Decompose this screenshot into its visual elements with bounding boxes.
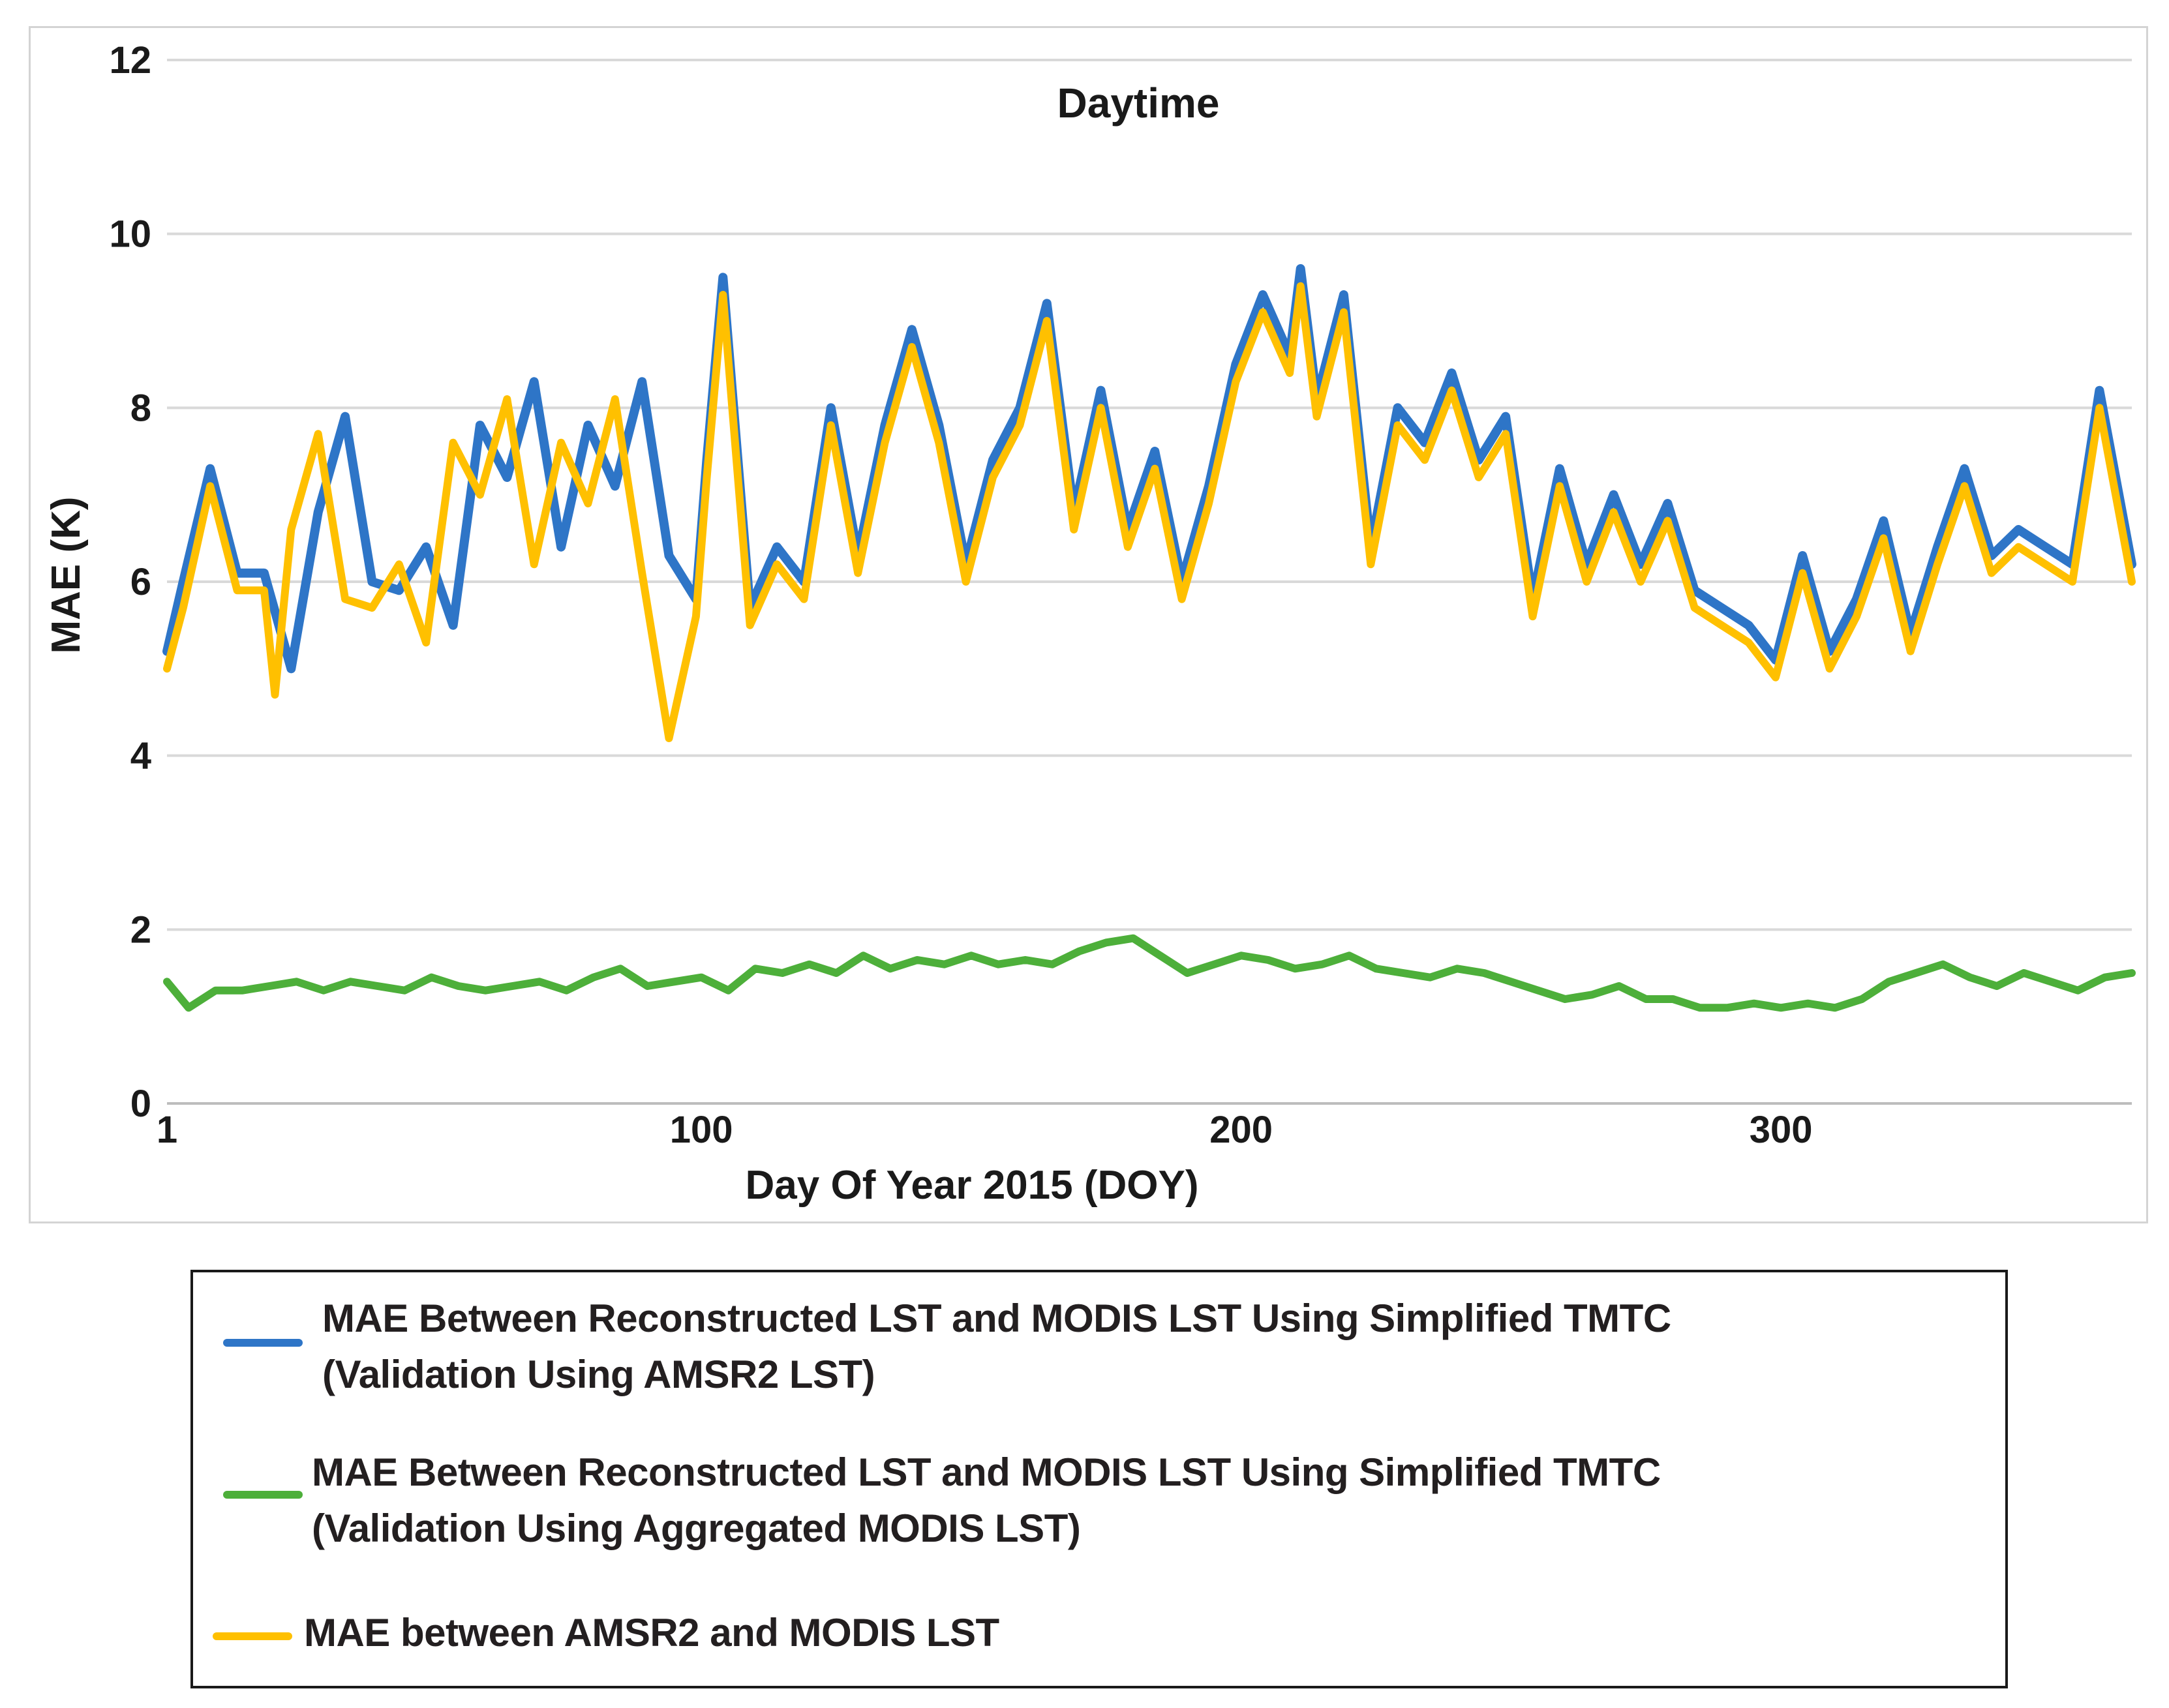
- y-tick-label: 4: [130, 735, 151, 777]
- x-axis-label: Day Of Year 2015 (DOY): [746, 1163, 1199, 1208]
- legend-swatch-blue: [223, 1339, 303, 1347]
- y-tick-label: 8: [130, 387, 151, 429]
- y-tick-label: 6: [130, 561, 151, 603]
- legend-entry-green[interactable]: MAE Between Reconstructed LST and MODIS …: [193, 1422, 2005, 1553]
- y-axis-label: MAE (K): [44, 496, 89, 653]
- chart-frame: [29, 26, 2148, 1223]
- y-tick-label: 2: [130, 908, 151, 951]
- legend-swatch-yellow: [213, 1632, 292, 1640]
- legend-entry-blue[interactable]: MAE Between Reconstructed LST and MODIS …: [193, 1272, 2005, 1403]
- x-tick-label: 300: [1750, 1109, 1813, 1151]
- series-line-0: [162, 264, 2136, 674]
- legend-label-green: MAE Between Reconstructed LST and MODIS …: [312, 1450, 1661, 1550]
- y-tick-label: 0: [130, 1083, 151, 1125]
- y-tick-label: 12: [109, 39, 151, 82]
- x-tick-label: 200: [1209, 1109, 1273, 1151]
- x-tick-label: 100: [670, 1109, 733, 1151]
- series-line-2: [163, 282, 2136, 742]
- series-line-1: [163, 934, 2136, 1012]
- legend-swatch-green: [223, 1491, 303, 1499]
- legend-entry-yellow[interactable]: MAE between AMSR2 and MODIS LST: [193, 1598, 2005, 1670]
- chart-title: Daytime: [1057, 80, 1220, 127]
- legend-label-blue: MAE Between Reconstructed LST and MODIS …: [322, 1296, 1671, 1396]
- x-tick-label: 1: [157, 1109, 177, 1151]
- legend-label-yellow: MAE between AMSR2 and MODIS LST: [304, 1611, 999, 1655]
- legend-box: MAE Between Reconstructed LST and MODIS …: [190, 1270, 2008, 1688]
- chart-svg: 0 2 4 6 8 10 12 1 100 200 300 Daytime Day Of Year …: [44, 39, 2136, 1208]
- y-tick-label: 10: [109, 213, 151, 256]
